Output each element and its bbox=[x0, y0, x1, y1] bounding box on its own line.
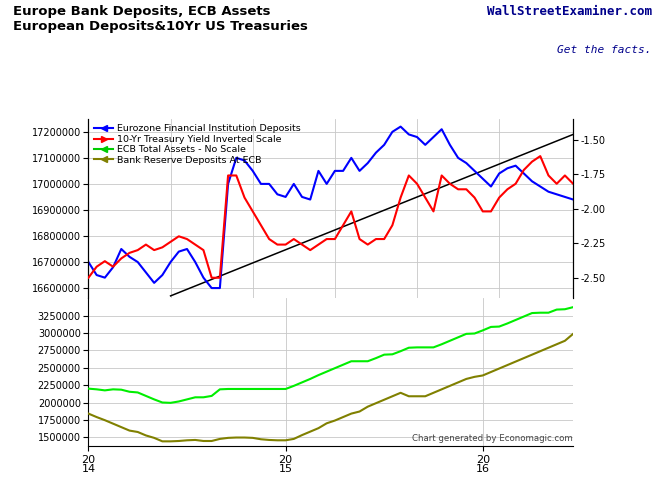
Text: Get the facts.: Get the facts. bbox=[557, 45, 652, 54]
Text: Chart generated by Economagic.com: Chart generated by Economagic.com bbox=[413, 434, 573, 443]
Text: Europe Bank Deposits, ECB Assets
European Deposits&10Yr US Treasuries: Europe Bank Deposits, ECB Assets Europea… bbox=[13, 5, 308, 33]
Text: WallStreetExaminer.com: WallStreetExaminer.com bbox=[487, 5, 652, 18]
Legend: Eurozone Financial Institution Deposits, 10-Yr Treasury Yield Inverted Scale, EC: Eurozone Financial Institution Deposits,… bbox=[93, 124, 301, 166]
